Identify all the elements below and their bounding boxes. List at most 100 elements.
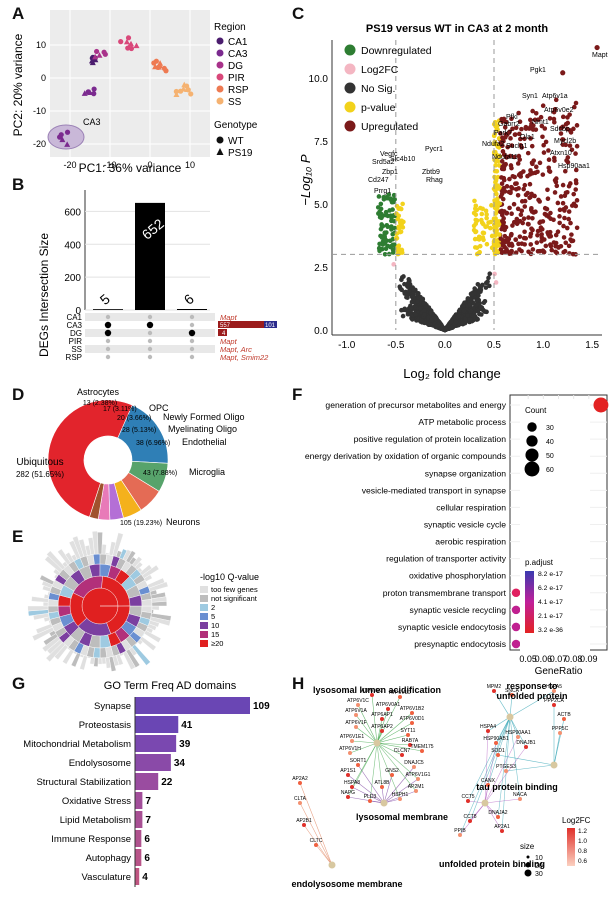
upset-gene-label: Mapt, Arc: [220, 345, 252, 354]
volcano-point-up: [519, 145, 525, 150]
volcano-point-up: [560, 137, 565, 142]
volcano-point-up: [498, 194, 504, 199]
network-gene-label: ACTB: [557, 712, 571, 718]
volcano-point-up: [574, 225, 580, 231]
pca-y-tick: 10: [36, 40, 46, 50]
padj-legend-label: 2.1 e-17: [538, 613, 563, 620]
volcano-point-up: [530, 247, 536, 252]
volcano-point-up: [560, 200, 566, 206]
volcano-point-up: [563, 190, 569, 196]
network-edge: [509, 716, 519, 738]
ad-domain-bar: [135, 868, 140, 885]
sunburst-segment: [141, 598, 153, 607]
network-gene-node: [356, 703, 360, 707]
volcano-point-pvalue: [484, 212, 489, 217]
volcano-point-up: [493, 188, 498, 194]
network-gene-node: [398, 695, 402, 699]
network-gene-node: [410, 721, 414, 725]
volcano-point-up: [495, 174, 501, 180]
volcano-legend-label: p-value: [361, 102, 396, 114]
volcano-point-up: [494, 127, 500, 132]
pca-point-ps19: [64, 141, 71, 147]
volcano-gene-label: Zbtb9: [422, 169, 440, 176]
volcano-point-pvalue: [395, 244, 400, 250]
volcano-y-tick: 7.5: [314, 137, 328, 148]
network-gene-label: ATP6V0C: [361, 688, 383, 694]
pca-y-tick: -20: [33, 139, 46, 149]
volcano-point-up: [552, 190, 558, 195]
volcano-point-up: [573, 100, 579, 106]
network-gene-label: NAPG: [341, 790, 355, 796]
volcano-point-up: [565, 159, 571, 165]
volcano-point-up: [549, 247, 555, 253]
network-gene-node: [492, 689, 496, 693]
volcano-point-up: [567, 143, 573, 148]
volcano-gene-label: Gabrr2: [498, 121, 520, 128]
volcano-point-up: [501, 209, 507, 214]
dotplot-term-label: aerobic respiration: [435, 537, 506, 547]
volcano-point: [482, 309, 487, 314]
volcano-point-up: [551, 155, 557, 161]
network-gene-node: [298, 781, 302, 785]
volcano-point-up: [499, 175, 504, 180]
volcano-x-tick: -1.0: [338, 340, 356, 351]
volcano-point-up: [522, 204, 528, 209]
volcano-point-up: [522, 136, 527, 142]
network-gene-node: [496, 815, 500, 819]
volcano-point-up: [555, 200, 561, 206]
network-edge: [376, 708, 389, 744]
volcano-legend-swatch: [344, 120, 356, 132]
volcano-point-up: [497, 232, 502, 237]
dotplot-term-label: proton transmembrane transport: [383, 588, 507, 598]
volcano-point: [429, 317, 434, 323]
pca-point-wt: [91, 86, 97, 92]
volcano-point: [434, 323, 440, 329]
volcano-point-down: [391, 199, 396, 205]
upset-matrix-dot-active: [104, 321, 112, 329]
network-edge: [484, 798, 521, 804]
network-edge: [371, 694, 378, 744]
volcano-point-up: [525, 150, 531, 156]
volcano-point-up: [561, 249, 566, 255]
volcano-point: [421, 308, 427, 314]
volcano-point-down: [383, 246, 389, 252]
volcano-point-pvalue: [489, 203, 494, 208]
network-gene-node: [346, 773, 350, 777]
volcano-point: [420, 300, 426, 306]
ad-domain-label: Endolysosome: [69, 758, 131, 769]
volcano-point: [479, 312, 484, 317]
volcano-point: [456, 313, 462, 319]
ca3-annotation: CA3: [83, 117, 101, 127]
volcano-point-up: [516, 241, 521, 247]
dotplot-term-label: positive regulation of protein localizat…: [354, 434, 507, 444]
pca-point-wt: [177, 88, 184, 94]
dotplot-dot: [511, 605, 521, 615]
count-legend-dot: [527, 422, 537, 432]
volcano-point-pvalue: [496, 242, 501, 248]
network-gene-node: [386, 707, 390, 711]
volcano-point-up: [528, 242, 534, 247]
network-gene-label: GNS2: [385, 768, 399, 774]
volcano-point-up: [560, 114, 566, 120]
donut-slice-label: Microglia: [189, 467, 225, 477]
volcano-legend-label: Upregulated: [361, 121, 418, 133]
panel-label-g: G: [12, 674, 26, 693]
ad-domain-barchart: GO Term Freq AD domains Synapse 109 Proteo…: [23, 680, 270, 887]
volcano-point-up: [529, 143, 535, 149]
sunburst-legend-swatch: [200, 613, 208, 620]
padj-legend-label: 8.2 e-17: [538, 571, 563, 578]
sunburst-legend-label: 10: [211, 621, 219, 630]
genotype-legend-ps19-swatch: [216, 148, 224, 155]
volcano-point-up: [551, 109, 557, 115]
donut-slice: [89, 482, 105, 520]
volcano-gene-label: Vegfc: [380, 151, 398, 158]
dotplot-x-tick: 0.09: [580, 654, 598, 664]
volcano-point-up: [557, 214, 562, 219]
volcano-point-up: [502, 125, 508, 130]
volcano-point-up: [540, 103, 546, 109]
region-legend-swatch: [216, 85, 224, 93]
volcano-point-pvalue: [484, 241, 490, 247]
volcano-point-up: [541, 150, 547, 155]
network-edge: [484, 736, 519, 804]
fc-colorbar: [567, 828, 575, 866]
